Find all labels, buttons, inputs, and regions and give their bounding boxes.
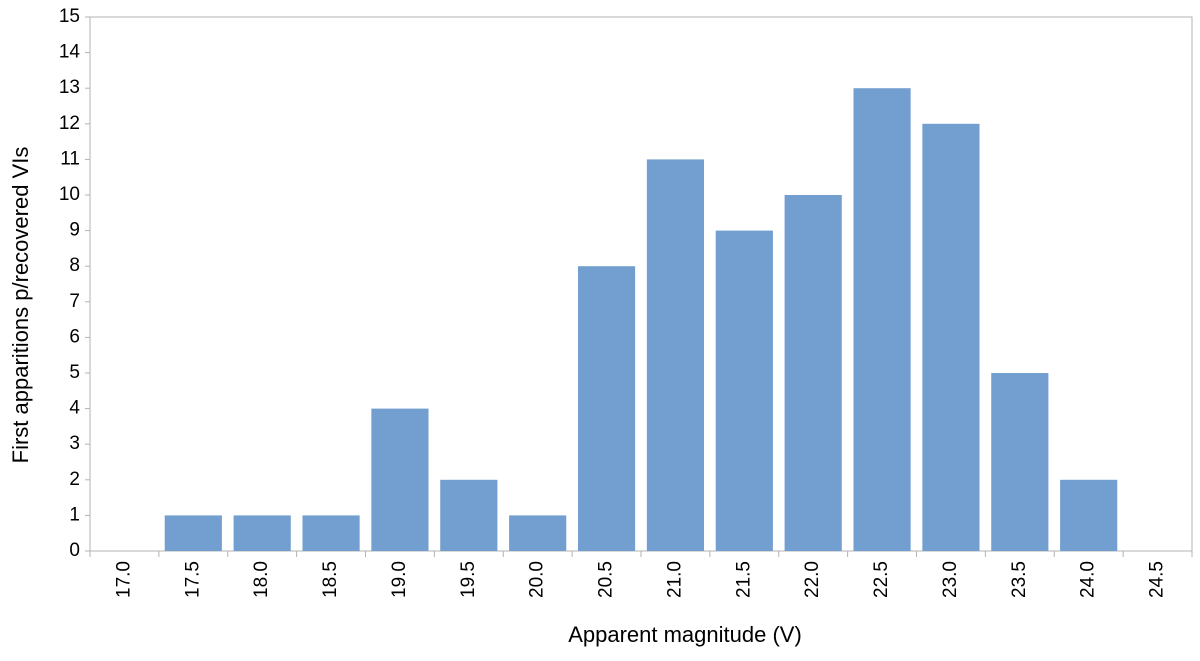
y-tick-label: 3 [69,433,80,454]
bar [509,515,567,551]
bar [233,515,291,551]
y-tick-label: 7 [69,291,80,312]
x-axis-title: Apparent magnitude (V) [568,622,802,647]
x-tick-label: 20.0 [527,561,548,598]
x-tick-label: 18.5 [320,561,341,598]
y-tick-label: 13 [59,77,80,98]
x-tick-label: 21.0 [664,561,685,598]
y-tick-label: 12 [59,113,80,134]
y-tick-label: 9 [69,220,80,241]
bar [302,515,360,551]
x-tick-label: 17.0 [113,561,134,598]
bar [784,195,842,551]
y-tick-label: 5 [69,362,80,383]
x-tick-label: 23.0 [940,561,961,598]
y-tick-label: 11 [60,148,80,169]
bar [991,373,1049,551]
x-tick-label: 22.5 [871,561,892,598]
y-tick-label: 2 [69,469,80,490]
x-tick-label: 21.5 [733,561,754,598]
x-tick-label: 24.5 [1147,561,1168,598]
x-tick-label: 17.5 [182,561,203,598]
bar [371,408,429,551]
y-tick-label: 14 [59,42,81,63]
y-tick-label: 6 [69,326,80,347]
x-tick-label: 23.5 [1009,561,1030,598]
x-tick-label: 24.0 [1078,561,1099,598]
y-tick-label: 4 [69,398,80,419]
y-tick-label: 15 [59,6,80,27]
bar [1060,479,1118,551]
y-axis-title: First apparitions p/recovered VIs [8,147,33,464]
y-tick-label: 0 [69,540,80,561]
x-tick-label: 22.0 [802,561,823,598]
bar [646,159,705,551]
bar [715,230,773,551]
x-tick-label: 19.5 [458,561,479,598]
y-tick-label: 1 [69,504,80,525]
x-tick-label: 19.0 [389,561,410,598]
y-tick-label: 8 [69,255,80,276]
x-tick-label: 20.5 [596,561,617,598]
bar [853,88,911,551]
bar [922,123,980,552]
bar [577,266,636,551]
bar [164,515,222,551]
y-tick-label: 10 [59,184,80,205]
bar [440,479,498,551]
x-tick-label: 18.0 [251,561,272,598]
